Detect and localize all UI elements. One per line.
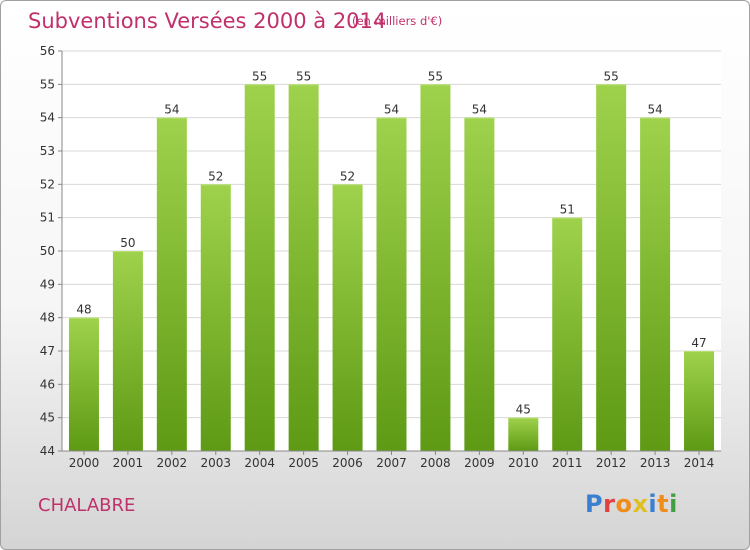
x-tick-label-2007: 2007 [376,456,407,470]
bar-2013 [640,117,671,452]
logo-letter: P [585,490,604,518]
chart-subtitle: (en milliers d'€) [352,14,443,28]
logo-letter: t [657,490,670,518]
bar-2004 [244,84,275,451]
data-label-2012: 55 [604,69,619,83]
bar-2014 [684,351,715,451]
x-tick-label-2000: 2000 [69,456,100,470]
y-tick-label: 49 [40,277,55,291]
y-tick-label: 45 [40,411,55,425]
x-tick-label-2006: 2006 [332,456,363,470]
logo-letter: i [669,490,678,518]
x-tick-label-2005: 2005 [288,456,319,470]
data-label-2001: 50 [120,236,135,250]
x-tick-label-2009: 2009 [464,456,495,470]
x-tick-label-2014: 2014 [684,456,715,470]
x-tick-label-2004: 2004 [244,456,275,470]
x-tick-label-2012: 2012 [596,456,627,470]
bar-2005 [288,84,319,451]
data-label-2006: 52 [340,169,355,183]
y-tick-label: 54 [40,111,55,125]
city-name: CHALABRE [38,495,136,516]
x-tick-label-2011: 2011 [552,456,583,470]
bar-2007 [376,117,407,452]
x-tick-label-2010: 2010 [508,456,539,470]
x-tick-label-2001: 2001 [113,456,144,470]
proxiti-logo: Proxiti [585,490,678,518]
data-label-2002: 54 [164,103,179,117]
data-label-2008: 55 [428,69,443,83]
y-tick-label: 50 [40,244,55,258]
bar-2003 [200,184,231,452]
bar-2010 [508,417,539,451]
bar-2000 [68,317,99,451]
logo-letter: i [648,490,658,518]
x-tick-label-2002: 2002 [157,456,188,470]
logo-letter: o [615,490,633,518]
data-label-2003: 52 [208,169,223,183]
bar-2009 [464,117,495,452]
data-label-2007: 54 [384,103,399,117]
logo-letter: r [603,490,616,518]
data-label-2010: 45 [516,403,531,417]
data-label-2000: 48 [76,303,91,317]
bar-2001 [112,251,143,451]
data-label-2004: 55 [252,69,267,83]
bar-2008 [420,84,451,451]
y-tick-label: 53 [40,144,55,158]
chart-title: Subventions Versées 2000 à 2014 [28,9,387,33]
data-label-2014: 47 [691,336,706,350]
bar-2006 [332,184,363,452]
bar-2012 [596,84,627,451]
y-tick-label: 47 [40,344,55,358]
data-label-2011: 51 [560,203,575,217]
y-tick-label: 55 [40,77,55,91]
bar-2011 [552,217,583,451]
y-tick-label: 51 [40,211,55,225]
y-tick-label: 52 [40,177,55,191]
bar-2002 [156,117,187,452]
x-tick-label-2003: 2003 [200,456,231,470]
x-tick-label-2013: 2013 [640,456,671,470]
logo-letter: x [632,490,649,518]
x-tick-label-2008: 2008 [420,456,451,470]
data-label-2009: 54 [472,103,487,117]
data-label-2013: 54 [647,103,662,117]
y-tick-label: 56 [40,44,55,58]
y-tick-label: 46 [40,377,55,391]
y-tick-label: 44 [40,444,55,458]
y-tick-label: 48 [40,311,55,325]
data-label-2005: 55 [296,69,311,83]
